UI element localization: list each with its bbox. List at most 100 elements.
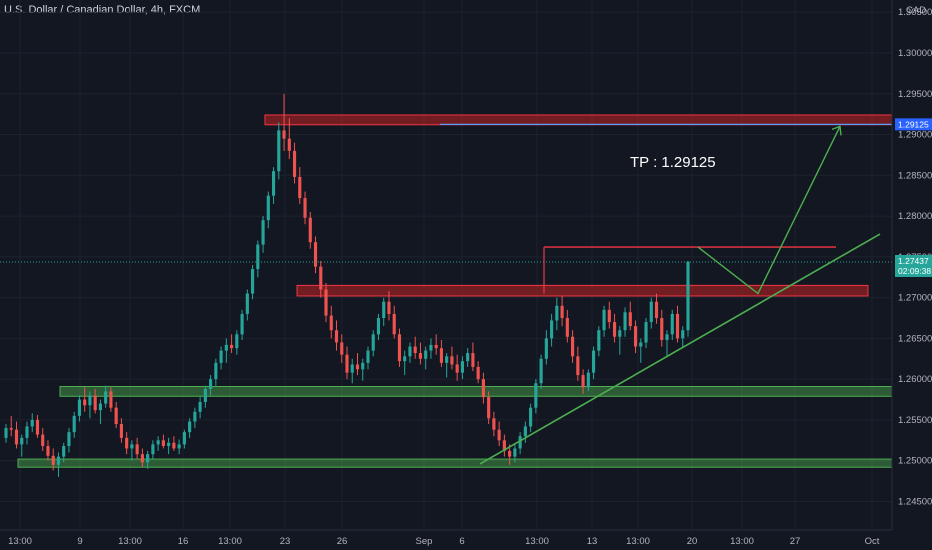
candle-body xyxy=(429,344,433,351)
candle-body xyxy=(361,362,365,370)
candle-body xyxy=(518,436,522,449)
support-zone xyxy=(59,385,893,397)
candle-body xyxy=(455,364,459,373)
candle-body xyxy=(62,446,66,457)
candle-body xyxy=(350,364,354,373)
candle-body xyxy=(581,375,585,388)
candle-body xyxy=(623,312,627,331)
candle-body xyxy=(167,442,171,447)
candlesticks xyxy=(4,93,690,477)
candle-body xyxy=(340,342,344,355)
candle-body xyxy=(481,379,485,398)
candle-body xyxy=(534,383,538,408)
candle-body xyxy=(366,350,370,363)
y-tick-label: 1.28000 xyxy=(898,211,932,222)
candle-body xyxy=(660,318,664,341)
candle-body xyxy=(177,444,181,449)
y-tick-label: 1.30500 xyxy=(898,7,932,18)
price-axis: 1.24500 1.25000 1.25500 1.26000 1.26500 1.270… xyxy=(891,0,932,550)
last-price-tag-label: 1.27437 xyxy=(898,256,929,266)
candle-body xyxy=(224,344,228,351)
candle-body xyxy=(319,266,323,290)
candle-body xyxy=(161,440,165,447)
candle-body xyxy=(214,362,218,380)
candle-body xyxy=(355,364,360,370)
candle-body xyxy=(287,138,291,151)
target-price-tag xyxy=(895,118,932,131)
candle-body xyxy=(172,442,176,449)
candle-body xyxy=(591,350,596,373)
last-price-tag xyxy=(895,254,932,277)
candle-body xyxy=(560,305,564,318)
candle-body xyxy=(25,426,29,438)
candle-body xyxy=(198,401,202,412)
candle-body xyxy=(30,419,34,427)
candle-body xyxy=(235,334,239,349)
candle-body xyxy=(555,305,559,321)
candle-body xyxy=(644,322,648,343)
chart-header-title: U.S. Dollar / Canadian Dollar, 4h, FXCM xyxy=(4,4,201,16)
candle-body xyxy=(114,407,118,424)
x-tick-label: 23 xyxy=(280,536,291,547)
x-tick-label: 26 xyxy=(337,536,348,547)
candle-body xyxy=(256,244,260,270)
candle-body xyxy=(261,220,265,245)
candle-body xyxy=(41,434,45,447)
candle-body xyxy=(20,437,24,445)
candle-body xyxy=(282,130,286,139)
candle-body xyxy=(565,318,569,337)
candle-body xyxy=(539,358,543,384)
candle-body xyxy=(675,313,680,339)
candle-body xyxy=(602,309,606,331)
candle-body xyxy=(4,428,8,438)
candle-body xyxy=(639,342,643,347)
candle-body xyxy=(628,312,632,327)
target-price-tag-label: 1.29125 xyxy=(898,119,929,129)
x-tick-label: 13:00 xyxy=(626,536,650,547)
candle-body xyxy=(424,350,428,359)
x-tick-label: 13:00 xyxy=(525,536,549,547)
y-tick-label: 1.26000 xyxy=(898,374,932,385)
candle-body xyxy=(403,356,407,362)
candle-body xyxy=(408,346,412,357)
candle-body xyxy=(109,391,113,408)
candle-body xyxy=(413,346,417,354)
candle-body xyxy=(119,424,123,438)
candle-body xyxy=(529,407,533,427)
candle-body xyxy=(277,130,281,172)
candle-body xyxy=(544,338,548,359)
x-tick-label: Sep xyxy=(416,536,433,547)
candle-body xyxy=(56,456,61,465)
candle-body xyxy=(649,301,653,323)
candle-body xyxy=(345,354,349,373)
candle-body xyxy=(550,320,554,339)
candle-body xyxy=(67,432,71,447)
candle-body xyxy=(445,356,449,363)
candle-body xyxy=(9,428,13,430)
candle-body xyxy=(502,440,506,451)
countdown-label: 02:09:38 xyxy=(898,266,931,276)
y-tick-label: 1.25000 xyxy=(898,456,932,467)
candle-body xyxy=(418,353,423,359)
x-tick-label: 13:00 xyxy=(8,536,32,547)
y-tick-label: 1.27000 xyxy=(898,293,932,304)
candle-body xyxy=(376,318,381,335)
y-tick-label: 1.29500 xyxy=(898,89,932,100)
candle-body xyxy=(633,326,638,347)
y-tick-label: 1.25500 xyxy=(898,415,932,426)
candle-body xyxy=(387,301,391,314)
x-tick-label: 13:00 xyxy=(118,536,142,547)
candle-body xyxy=(397,334,402,362)
projected-path-arrowhead xyxy=(831,125,842,136)
candle-body xyxy=(46,446,50,456)
candle-body xyxy=(382,301,386,318)
candle-body xyxy=(292,150,297,177)
candle-body xyxy=(508,450,512,457)
candle-body xyxy=(135,444,139,455)
candle-body xyxy=(140,454,144,463)
candle-body xyxy=(597,330,601,351)
candle-body xyxy=(193,411,197,422)
candle-body xyxy=(334,330,339,343)
candle-body xyxy=(492,418,496,430)
